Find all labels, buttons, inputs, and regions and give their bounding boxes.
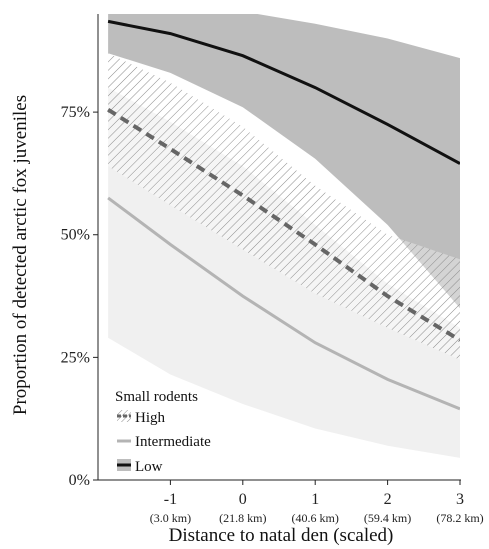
x-tick-label: 0 — [239, 491, 247, 508]
y-tick-label: 75% — [61, 104, 90, 121]
legend-label-low: Low — [135, 459, 163, 475]
legend-entry-low: Low — [117, 459, 163, 475]
x-tick-label: 2 — [384, 491, 392, 508]
series-lines — [107, 19, 460, 411]
x-tick-label: 1 — [311, 491, 319, 508]
legend-entry-high: High — [117, 410, 166, 426]
line-intermediate — [107, 196, 460, 411]
x-tick-sublabel: (78.2 km) — [436, 511, 483, 525]
line-high — [107, 108, 460, 342]
legend-label-high: High — [135, 410, 166, 426]
legend-entry-intermediate: Intermediate — [117, 434, 211, 450]
y-tick-label: 25% — [61, 349, 90, 366]
y-tick-label: 50% — [61, 227, 90, 244]
line-low — [107, 19, 460, 165]
x-axis-title: Distance to natal den (scaled) — [169, 525, 394, 546]
x-tick-label: -1 — [164, 491, 177, 508]
legend-title: Small rodents — [115, 389, 198, 405]
x-tick-sublabel: (21.8 km) — [219, 511, 266, 525]
x-tick-sublabel: (59.4 km) — [364, 511, 411, 525]
y-axis-ticks: 0% 25% 50% 75% — [61, 104, 98, 489]
y-tick-label: 0% — [69, 472, 90, 489]
y-axis-title: Proportion of detected arctic fox juveni… — [10, 95, 31, 415]
legend: Small rodents High Intermediate Low — [115, 389, 211, 475]
legend-label-intermediate: Intermediate — [135, 434, 211, 450]
x-tick-label: 3 — [456, 491, 464, 508]
x-tick-sublabel: (3.0 km) — [150, 511, 191, 525]
x-axis-ticks: -1 (3.0 km) 0 (21.8 km) 1 (40.6 km) 2 (59.4 km)… — [150, 480, 484, 525]
band-low — [108, 14, 460, 309]
x-tick-sublabel: (40.6 km) — [292, 511, 339, 525]
